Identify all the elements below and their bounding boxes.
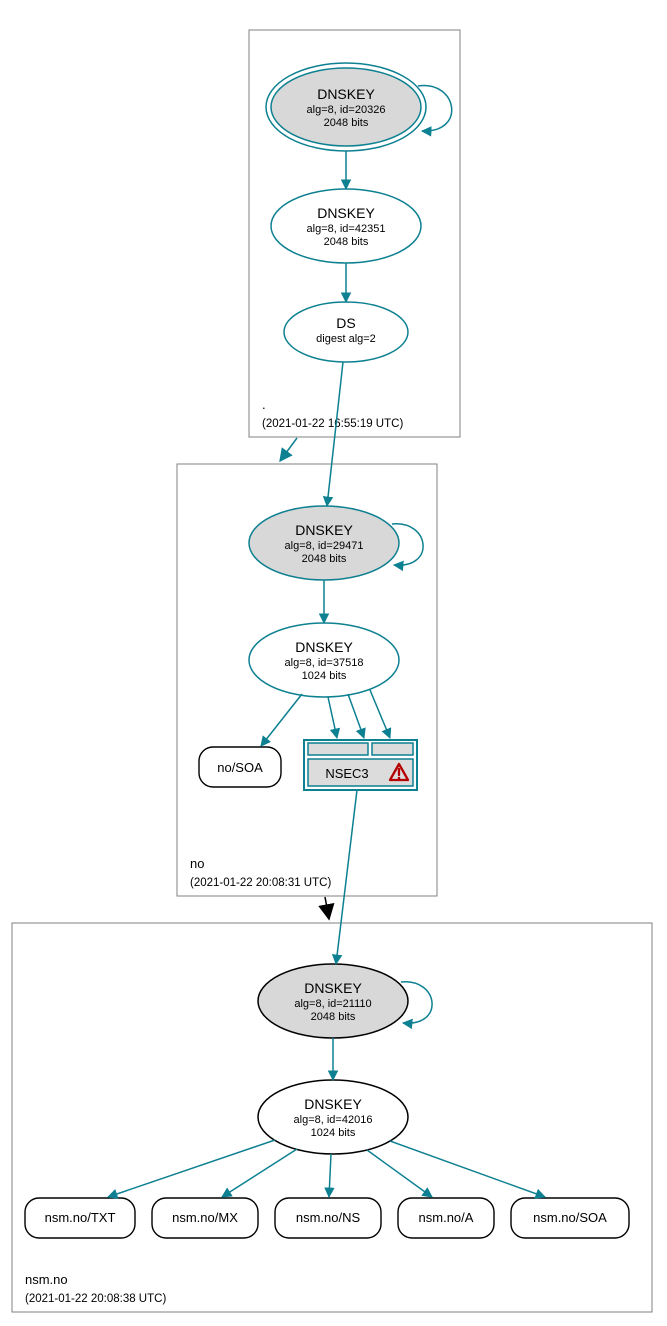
edge-nozsk-nosoa: [261, 694, 302, 746]
edge-nsmzsk-ns: [329, 1154, 331, 1197]
node-rr-txt: nsm.no/TXT: [25, 1198, 135, 1238]
edge-nsec3-nsmksk: [336, 790, 357, 964]
edge-nozsk-nsec3-c: [370, 690, 390, 738]
svg-text:alg=8, id=37518: alg=8, id=37518: [285, 657, 364, 669]
svg-text:alg=8, id=20326: alg=8, id=20326: [307, 104, 386, 116]
edge-rootksk-self: [418, 86, 452, 132]
svg-text:alg=8, id=29471: alg=8, id=29471: [285, 540, 364, 552]
node-rr-mx: nsm.no/MX: [152, 1198, 258, 1238]
svg-text:DNSKEY: DNSKEY: [317, 86, 375, 102]
edge-ds-noksk: [327, 362, 343, 506]
svg-text:NSEC3: NSEC3: [325, 766, 368, 781]
svg-text:alg=8, id=42016: alg=8, id=42016: [294, 1114, 373, 1126]
node-nsm-zsk: DNSKEY alg=8, id=42016 1024 bits: [258, 1080, 408, 1154]
node-rr-soa: nsm.no/SOA: [511, 1198, 629, 1238]
svg-text:2048 bits: 2048 bits: [302, 553, 347, 565]
svg-text:2048 bits: 2048 bits: [324, 117, 369, 129]
svg-text:DNSKEY: DNSKEY: [317, 205, 375, 221]
svg-text:DNSKEY: DNSKEY: [304, 1096, 362, 1112]
svg-text:no/SOA: no/SOA: [217, 760, 263, 775]
svg-text:DNSKEY: DNSKEY: [295, 522, 353, 538]
svg-text:DNSKEY: DNSKEY: [304, 980, 362, 996]
zone-label-no: no: [190, 856, 204, 871]
svg-text:nsm.no/NS: nsm.no/NS: [296, 1210, 361, 1225]
zone-ts-no: (2021-01-22 20:08:31 UTC): [190, 877, 331, 889]
zone-ts-root: (2021-01-22 16:55:19 UTC): [262, 418, 403, 430]
edge-nsmzsk-mx: [222, 1149, 297, 1197]
node-no-nsec3: NSEC3: [304, 740, 417, 790]
svg-text:nsm.no/A: nsm.no/A: [419, 1210, 474, 1225]
edge-nsmzsk-a: [367, 1150, 432, 1197]
node-root-ksk: DNSKEY alg=8, id=20326 2048 bits: [266, 63, 426, 151]
svg-text:digest alg=2: digest alg=2: [316, 333, 376, 345]
node-root-zsk: DNSKEY alg=8, id=42351 2048 bits: [271, 189, 421, 263]
svg-text:1024 bits: 1024 bits: [302, 670, 347, 682]
node-no-zsk: DNSKEY alg=8, id=37518 1024 bits: [249, 623, 399, 697]
edge-nozsk-nsec3-b: [348, 694, 364, 738]
svg-text:nsm.no/MX: nsm.no/MX: [172, 1210, 238, 1225]
zone-ts-nsm: (2021-01-22 20:08:38 UTC): [25, 1293, 166, 1305]
dnssec-diagram: . (2021-01-22 16:55:19 UTC) no (2021-01-…: [0, 0, 667, 1326]
svg-text:nsm.no/TXT: nsm.no/TXT: [45, 1210, 116, 1225]
svg-text:alg=8, id=21110: alg=8, id=21110: [294, 998, 371, 1010]
zone-label-root: .: [262, 397, 266, 412]
edge-nsmzsk-txt: [108, 1140, 275, 1197]
edge-nsmzsk-soa: [390, 1141, 545, 1197]
zone-label-nsm: nsm.no: [25, 1272, 68, 1287]
node-rr-a: nsm.no/A: [398, 1198, 494, 1238]
node-no-soa: no/SOA: [199, 747, 281, 787]
svg-text:DNSKEY: DNSKEY: [295, 639, 353, 655]
svg-text:2048 bits: 2048 bits: [311, 1011, 356, 1023]
svg-text:DS: DS: [336, 315, 355, 331]
edge-rootzone-to-nozone: [280, 438, 297, 461]
node-no-ksk: DNSKEY alg=8, id=29471 2048 bits: [249, 506, 399, 580]
node-root-ds: DS digest alg=2: [284, 302, 408, 362]
svg-text:1024 bits: 1024 bits: [311, 1127, 356, 1139]
edge-nozone-to-nsmzone: [325, 897, 329, 919]
edge-nozsk-nsec3-a: [328, 697, 337, 738]
svg-text:2048 bits: 2048 bits: [324, 236, 369, 248]
svg-text:nsm.no/SOA: nsm.no/SOA: [533, 1210, 607, 1225]
node-rr-ns: nsm.no/NS: [275, 1198, 381, 1238]
svg-text:alg=8, id=42351: alg=8, id=42351: [307, 223, 386, 235]
node-nsm-ksk: DNSKEY alg=8, id=21110 2048 bits: [258, 964, 408, 1038]
